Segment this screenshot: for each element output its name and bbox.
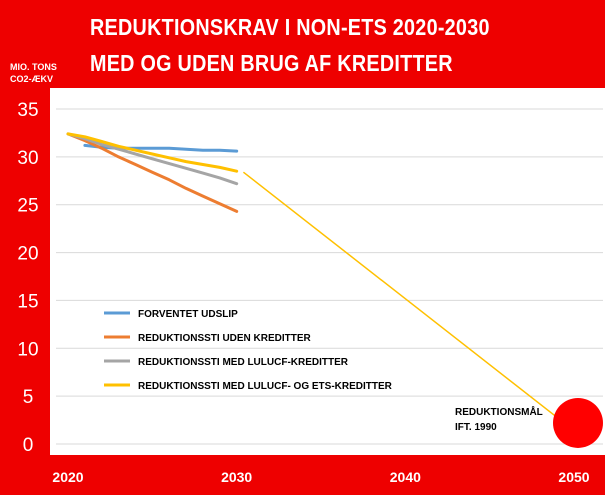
legend-label-3: REDUKTIONSSTI MED LULUCF-KREDITTER <box>138 357 349 368</box>
series-line-4 <box>66 132 239 173</box>
x-tick-label-2030: 2030 <box>221 469 252 485</box>
y-tick-label-30: 30 <box>17 148 38 169</box>
y-tick-label-20: 20 <box>17 244 38 265</box>
target-label-line-1: REDUKTIONSMÅL <box>455 405 543 418</box>
x-tick-label-2050: 2050 <box>558 469 589 485</box>
series-line-3 <box>66 132 239 186</box>
y-tick-label-35: 35 <box>17 100 38 121</box>
y-tick-label-15: 15 <box>17 291 38 312</box>
chart-title-line-2: MED OG UDEN BRUG AF KREDITTER <box>90 50 453 76</box>
chart-title-line-1: REDUKTIONSKRAV I NON-ETS 2020-2030 <box>90 14 490 40</box>
target-label-line-2: IFT. 1990 <box>455 422 497 433</box>
target-marker <box>553 397 603 448</box>
y-axis-unit-line-1: MIO. TONS <box>10 62 57 72</box>
series-line-2 <box>66 132 239 213</box>
y-tick-label-0: 0 <box>23 435 34 456</box>
legend-label-2: REDUKTIONSSTI UDEN KREDITTER <box>138 333 312 344</box>
y-tick-label-25: 25 <box>17 196 38 217</box>
legend-label-4: REDUKTIONSSTI MED LULUCF- OG ETS-KREDITT… <box>138 381 393 392</box>
y-axis-unit-line-2: CO2-ÆKV <box>10 74 54 84</box>
x-tick-label-2040: 2040 <box>390 469 421 485</box>
y-tick-label-5: 5 <box>23 387 34 408</box>
x-tick-label-2020: 2020 <box>52 469 83 485</box>
legend-label-1: FORVENTET UDSLIP <box>138 309 238 320</box>
y-tick-label-10: 10 <box>17 339 38 360</box>
projection-line <box>242 171 561 421</box>
